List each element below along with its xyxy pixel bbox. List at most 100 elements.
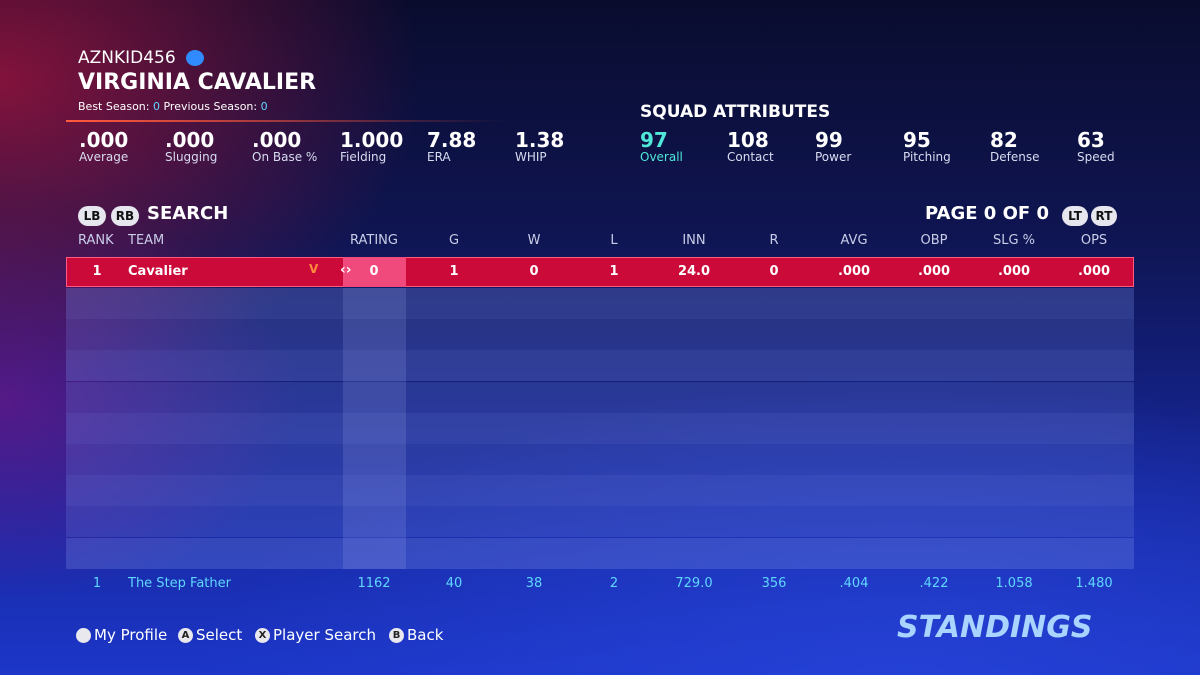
button-icon[interactable]: A <box>178 628 193 643</box>
squad-title: SQUAD ATTRIBUTES <box>640 102 831 122</box>
column-header: AVG <box>840 233 868 248</box>
user-row-cell: 38 <box>525 576 543 591</box>
attribute-label: Pitching <box>903 150 951 164</box>
rating-column-band <box>343 288 406 569</box>
user-row-cell: The Step Father <box>128 576 231 591</box>
gamertag: AZNKID456 <box>78 48 176 68</box>
empty-row <box>66 475 1134 507</box>
user-row-cell: 1.058 <box>995 576 1033 591</box>
button-label[interactable]: My Profile <box>94 626 168 644</box>
column-header: OBP <box>920 233 948 248</box>
stat-value: .000 <box>79 128 129 152</box>
column-header: TEAM <box>128 233 165 248</box>
table-cell: 1 <box>92 264 102 279</box>
stat-label: On Base % <box>252 150 318 164</box>
empty-row <box>66 319 1134 351</box>
attribute-value: 108 <box>727 128 769 152</box>
attribute-value: 99 <box>815 128 843 152</box>
stat-label: Slugging <box>165 150 218 164</box>
button-icon[interactable] <box>76 628 91 643</box>
column-header: SLG % <box>992 233 1036 248</box>
empty-row <box>66 537 1134 569</box>
attribute-label: Power <box>815 150 852 164</box>
page-indicator: PAGE 0 OF 0 <box>925 203 1049 224</box>
stat-label: ERA <box>427 150 451 164</box>
column-header: INN <box>682 233 706 248</box>
button-label[interactable]: Back <box>407 626 444 644</box>
empty-row <box>66 506 1134 538</box>
empty-row <box>66 350 1134 382</box>
stat-label: Average <box>79 150 129 164</box>
rating-highlight <box>343 257 406 287</box>
button-icon[interactable]: B <box>389 628 404 643</box>
best-season: 0 <box>152 100 160 113</box>
user-row-cell: 356 <box>761 576 787 591</box>
column-header: OPS <box>1080 233 1108 248</box>
stat-value: 1.000 <box>340 128 404 152</box>
rb-button[interactable]: RB <box>111 206 139 226</box>
button-label[interactable]: Player Search <box>273 626 376 644</box>
stat-label: Fielding <box>340 150 387 164</box>
stat-value: 7.88 <box>427 128 477 152</box>
column-header: L <box>610 233 618 248</box>
table-cell: .000 <box>917 264 951 279</box>
attribute-label: Speed <box>1077 150 1115 164</box>
table-cell: 0 <box>369 264 379 279</box>
table-cell: 1 <box>449 264 459 279</box>
season-info: Best Season: 0 Previous Season: 0 <box>78 100 268 113</box>
column-header: RANK <box>78 233 114 248</box>
rt-button[interactable]: RT <box>1091 206 1117 226</box>
table-cell: .000 <box>837 264 871 279</box>
previous-season-label: Previous Season: <box>163 100 258 113</box>
attribute-label: Defense <box>990 150 1040 164</box>
empty-row <box>66 288 1134 319</box>
table-cell: Cavalier <box>128 264 188 279</box>
user-row-cell: 1.480 <box>1075 576 1113 591</box>
best-season-label: Best Season: <box>78 100 150 113</box>
stat-value: 1.38 <box>515 128 565 152</box>
attribute-value: 97 <box>640 128 668 152</box>
platform-icon <box>186 50 204 66</box>
table-cell: 24.0 <box>677 264 711 279</box>
table-cell: .000 <box>1077 264 1111 279</box>
table-cell: 0 <box>529 264 539 279</box>
search-label[interactable]: SEARCH <box>147 203 229 224</box>
column-header: R <box>769 233 779 248</box>
user-row-cell: .404 <box>839 576 869 591</box>
lt-button[interactable]: LT <box>1062 206 1088 226</box>
user-row-cell: 1 <box>92 576 102 591</box>
user-row-cell: 40 <box>445 576 463 591</box>
attribute-value: 63 <box>1077 128 1105 152</box>
lb-button[interactable]: LB <box>78 206 106 226</box>
empty-row <box>66 412 1134 444</box>
user-row-cell: 2 <box>609 576 619 591</box>
column-header: RATING <box>350 233 398 248</box>
button-label[interactable]: Select <box>196 626 243 644</box>
button-icon[interactable]: X <box>255 628 270 643</box>
stat-label: WHIP <box>515 150 547 164</box>
user-row-cell: .422 <box>919 576 949 591</box>
table-cell: 0 <box>769 264 779 279</box>
stat-value: .000 <box>165 128 215 152</box>
rating-arrows: ‹› <box>340 262 352 278</box>
empty-row <box>66 444 1134 475</box>
table-cell: .000 <box>997 264 1031 279</box>
stat-value: .000 <box>252 128 302 152</box>
table-row[interactable] <box>66 257 1134 287</box>
previous-season: 0 <box>260 100 268 113</box>
screen-title: STANDINGS <box>897 610 1093 645</box>
user-row-cell: 1162 <box>357 576 391 591</box>
attribute-value: 95 <box>903 128 931 152</box>
team-logo: V <box>309 262 319 276</box>
team-name: VIRGINIA CAVALIER <box>78 70 317 95</box>
empty-row <box>66 381 1134 413</box>
column-header: G <box>448 233 460 248</box>
divider <box>66 120 506 122</box>
column-header: W <box>527 233 541 248</box>
attribute-label: Contact <box>727 150 774 164</box>
table-cell: 1 <box>609 264 619 279</box>
user-row-cell: 729.0 <box>675 576 713 591</box>
attribute-label: Overall <box>640 150 683 164</box>
